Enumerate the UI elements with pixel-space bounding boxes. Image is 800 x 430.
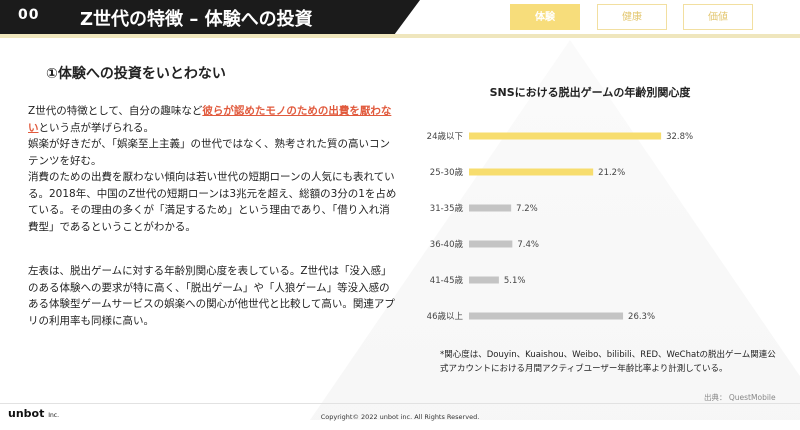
bar bbox=[469, 204, 512, 212]
category-label: 41-45歳 bbox=[430, 275, 464, 286]
bar bbox=[469, 132, 662, 140]
slide-number: 00 bbox=[18, 7, 40, 23]
category-label: 25-30歳 bbox=[430, 167, 464, 178]
copyright: Copyright© 2022 unbot inc. All Rights Re… bbox=[320, 413, 480, 421]
bar-chart: 24歳以下 32.8% 25-30歳 21.2% 31-35歳 7.2% 36-40歳 7.4… bbox=[427, 131, 693, 322]
section-title: ①体験への投資をいとわない bbox=[46, 66, 226, 82]
tab-health[interactable]: 健康 bbox=[597, 4, 667, 30]
bar bbox=[469, 240, 513, 248]
header: 00 Z世代の特徴 – 体験への投資 体験 健康 価値 bbox=[0, 0, 800, 38]
paragraph-1-line2: 娯楽が好きだが、「娯楽至上主義」の世代ではなく、熟考された質の高いコンテンツを好… bbox=[28, 138, 391, 167]
value-label: 7.2% bbox=[516, 204, 538, 214]
value-label: 7.4% bbox=[517, 240, 539, 250]
bar bbox=[469, 168, 594, 176]
value-label: 32.8% bbox=[666, 132, 693, 142]
logo-text: unbot bbox=[8, 407, 45, 420]
paragraph-1: Z世代の特徴として、自分の趣味など彼らが認めたモノのための出費を厭わないという点… bbox=[28, 103, 398, 235]
paragraph-1-line3: 消費のための出費を厭わない傾向は若い世代の短期ローンの人気にも表れている。201… bbox=[28, 171, 397, 233]
header-underline bbox=[0, 34, 800, 38]
paragraph-1-lead: Z世代の特徴として、自分の趣味など bbox=[28, 105, 203, 117]
unbot-logo: unbot Inc. bbox=[8, 407, 59, 420]
logo-suffix: Inc. bbox=[48, 412, 59, 419]
footer-divider bbox=[0, 403, 800, 404]
chart-notes: *関心度は、Douyin、Kuaishou、Weibo、bilibili、RED… bbox=[440, 350, 776, 374]
source-credit: 出典： QuestMobile bbox=[704, 393, 776, 402]
title-banner bbox=[0, 0, 420, 34]
value-label: 21.2% bbox=[598, 168, 625, 178]
chart-title: SNSにおける脱出ゲームの年齢別関心度 bbox=[489, 86, 691, 99]
paragraph-1-tail: という点が挙げられる。 bbox=[38, 121, 155, 134]
bar bbox=[469, 276, 499, 284]
category-label: 24歳以下 bbox=[427, 131, 464, 142]
tab-value[interactable]: 価値 bbox=[683, 4, 753, 30]
category-label: 31-35歳 bbox=[430, 203, 464, 214]
page-title: Z世代の特徴 – 体験への投資 bbox=[80, 9, 313, 30]
value-label: 26.3% bbox=[628, 312, 655, 322]
category-label: 46歳以上 bbox=[427, 311, 464, 322]
highlight-text: 彼らが認めたモノのための出費を厭わない bbox=[28, 105, 392, 134]
value-label: 5.1% bbox=[504, 276, 526, 286]
tab-experience[interactable]: 体験 bbox=[510, 4, 580, 30]
category-label: 36-40歳 bbox=[430, 239, 464, 250]
bar bbox=[469, 312, 624, 320]
paragraph-2: 左表は、脱出ゲームに対する年齢別関心度を表している。Z世代は「没入感」のある体験… bbox=[28, 265, 395, 327]
